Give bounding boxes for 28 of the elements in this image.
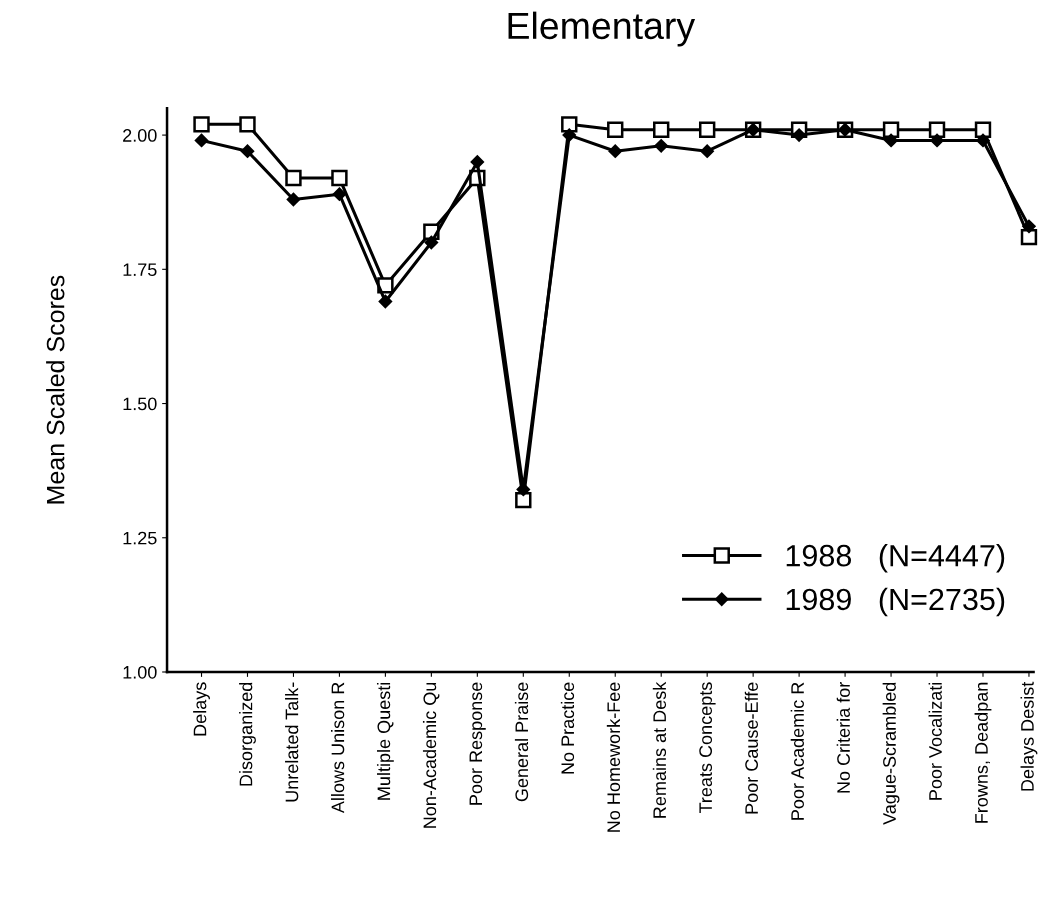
legend-label: 1988 (N=4447) [786, 544, 1005, 573]
y-tick-label: 1.00 [123, 665, 157, 679]
chart-title: Elementary [508, 11, 696, 47]
x-tick-label: Frowns, Deadpan [974, 682, 992, 823]
x-tick-label: Poor Response [469, 682, 486, 805]
y-tick-label: 1.25 [123, 531, 157, 545]
x-tick-label: Remains at Desk [652, 681, 667, 818]
x-tick-label: Delays Desist [1020, 681, 1038, 791]
y-axis-title: Mean Scaled Scores [46, 275, 65, 504]
x-tick-label: Vague-Scrambled [882, 682, 900, 825]
x-tick-label: Disorganized [239, 682, 256, 786]
x-tick-label: Non-Academic Qu [422, 682, 440, 828]
y-tick-label: 2.00 [123, 129, 157, 142]
y-tick-label: 1.75 [123, 263, 157, 277]
x-tick-label: Poor Academic R [790, 682, 804, 820]
x-tick-label: Multiple Questi [376, 682, 394, 800]
x-tick-label: Poor Vocalizati [928, 682, 942, 800]
x-tick-label: Allows Unison R [331, 682, 345, 814]
x-tick-label: General Praise [514, 682, 529, 802]
x-tick-label: No Practice [560, 682, 575, 774]
x-tick-label: Unrelated Talk- [285, 682, 299, 802]
legend-label: 1989 (N=2735) [786, 587, 1005, 617]
x-tick-label: No Criteria for [836, 682, 850, 793]
x-tick-label: No Homework-Fee [606, 682, 621, 832]
y-tick-label: 1.50 [123, 397, 157, 411]
x-tick-label: Treats Concepts [699, 682, 716, 814]
x-tick-label: Poor Cause-Effe [744, 682, 758, 814]
x-tick-label: Delays [193, 682, 210, 736]
